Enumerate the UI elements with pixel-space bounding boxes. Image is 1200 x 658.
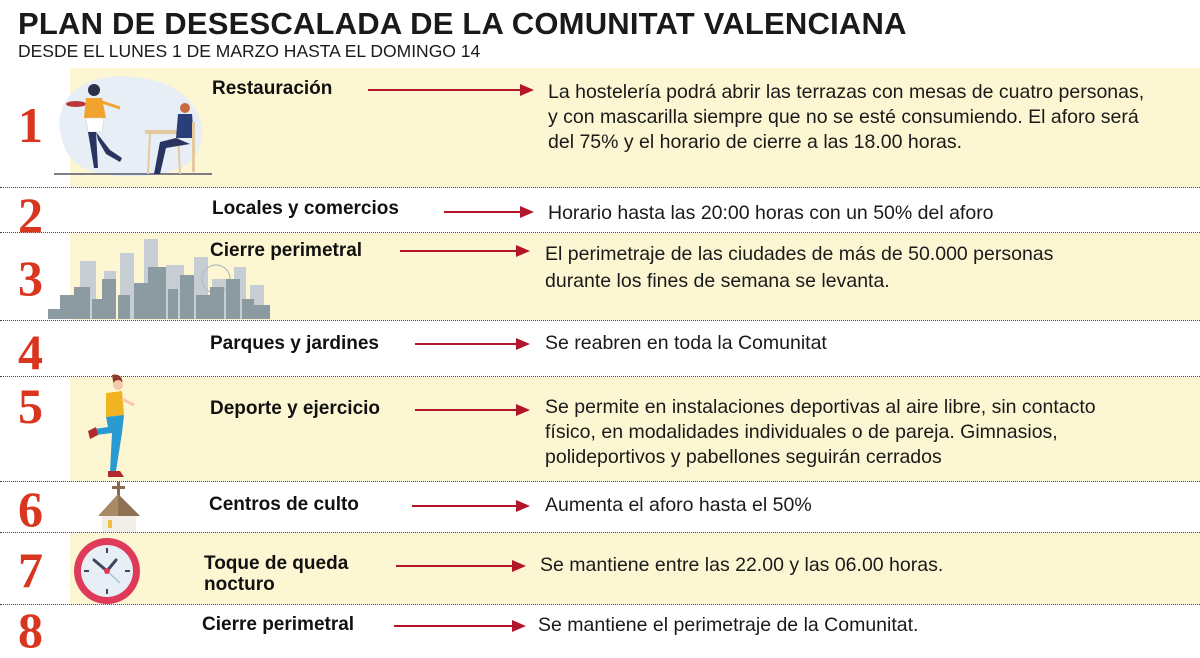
row-number: 6 <box>18 481 43 537</box>
row-number: 5 <box>18 378 43 434</box>
row-label: Deporte y ejercicio <box>210 398 381 419</box>
arrow-icon <box>415 338 530 350</box>
row-deporte-ejercicio: 5 Deporte y ejercicio Se permite en inst… <box>0 374 1200 482</box>
row-number: 1 <box>18 97 43 153</box>
arrow-icon <box>400 245 530 257</box>
arrow-icon <box>368 84 534 96</box>
arrow-icon <box>444 206 534 218</box>
runner-icon <box>88 374 135 477</box>
row-label: Parques y jardines <box>210 333 379 354</box>
row-description: Horario hasta las 20:00 horas con un 50%… <box>548 202 994 224</box>
row-number: 3 <box>18 250 43 306</box>
row-label: Toque de queda nocturo <box>204 553 349 595</box>
row-number: 2 <box>18 187 43 243</box>
row-description: El perimetraje de las ciudades de más de… <box>545 243 1054 292</box>
row-description: Se permite en instalaciones deportivas a… <box>545 396 1096 468</box>
row-cierre-perimetral-comunitat: 8 Cierre perimetral Se mantiene el perim… <box>0 605 1200 655</box>
row-highlight <box>70 377 1200 481</box>
row-label: Cierre perimetral <box>202 614 355 635</box>
city-skyline-icon <box>48 239 270 319</box>
arrow-icon <box>412 500 530 512</box>
row-description: Se mantiene entre las 22.00 y las 06.00 … <box>540 554 944 576</box>
row-cierre-perimetral-ciudades: 3 Cierre perimetral El perimetraje de la… <box>0 233 1200 321</box>
row-description: Aumenta el aforo hasta el 50% <box>545 494 812 516</box>
row-label: Cierre perimetral <box>210 240 363 261</box>
row-locales-comercios: 2 Locales y comercios Horario hasta las … <box>0 188 1200 240</box>
row-label: Locales y comercios <box>212 198 399 219</box>
row-highlight <box>70 533 1200 604</box>
row-number: 4 <box>18 324 43 380</box>
row-parques-jardines: 4 Parques y jardines Se reabren en toda … <box>0 321 1200 377</box>
row-restauracion: 1 Restauración La hostelería podrá abrir… <box>0 68 1200 188</box>
page-title: PLAN DE DESESCALADA DE LA COMUNITAT VALE… <box>18 6 907 41</box>
row-description: Se mantiene el perimetraje de la Comunit… <box>538 614 919 636</box>
restaurant-illustration-icon <box>54 76 212 177</box>
page-subtitle: DESDE EL LUNES 1 DE MARZO HASTA EL DOMIN… <box>18 41 481 61</box>
row-description: Se reabren en toda la Comunitat <box>545 332 827 354</box>
row-description: La hostelería podrá abrir las terrazas c… <box>548 81 1145 153</box>
row-centros-culto: 6 Centros de culto Aumenta el aforo hast… <box>0 481 1200 537</box>
arrow-icon <box>394 620 526 632</box>
arrow-icon <box>415 404 530 416</box>
row-number: 7 <box>18 542 43 598</box>
row-number: 8 <box>18 602 43 658</box>
row-toque-queda: 7 Toque de queda nocturo Se mantiene ent… <box>0 533 1200 605</box>
row-label: Centros de culto <box>209 494 359 515</box>
row-highlight <box>70 68 1200 187</box>
clock-icon <box>74 538 140 604</box>
row-label: Restauración <box>212 78 333 99</box>
arrow-icon <box>396 560 526 572</box>
church-icon <box>98 482 140 532</box>
